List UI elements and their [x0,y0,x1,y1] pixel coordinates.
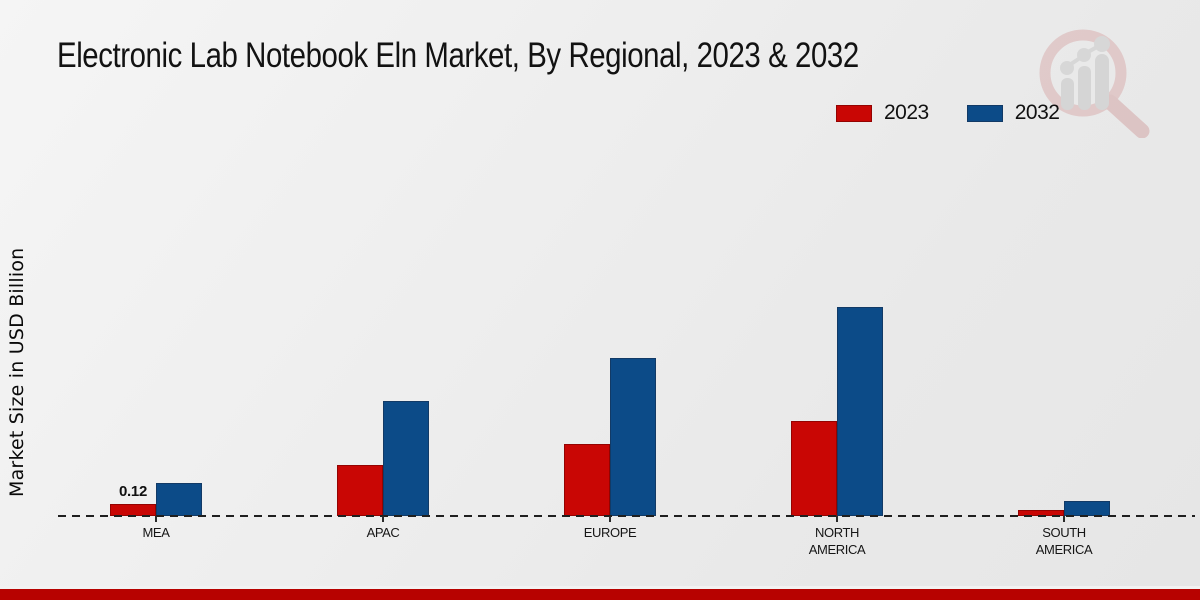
x-axis-label-north-america: NORTH AMERICA [808,525,866,558]
x-axis-label-europe: EUROPE [583,525,637,540]
legend-label-2023: 2023 [884,101,929,124]
y-axis-title: Market Size in USD Billion [6,247,28,497]
market-research-watermark-icon [1030,26,1158,143]
x-axis-tick [609,516,611,522]
legend-swatch-2032 [966,104,1003,122]
legend-item-2023: 2023 [836,101,929,125]
bar-2032-mea [156,483,202,516]
bar-value-label: 0.12 [119,483,147,500]
legend-swatch-2023 [836,104,872,122]
zero-baseline [58,515,1195,517]
bar-2023-apac [337,465,383,516]
x-axis-label-apac: APAC [366,525,400,540]
footer-bar [0,586,1200,600]
legend: 2023 2032 [836,101,1060,125]
x-axis-label-mea: MEA [142,525,170,540]
x-axis-label-south-america: SOUTH AMERICA [1035,525,1093,558]
x-axis-tick [382,516,384,522]
bar-2032-north-america [837,307,883,516]
x-axis-tick [155,516,157,522]
legend-label-2032: 2032 [1014,101,1060,124]
legend-item-2032: 2032 [966,101,1060,125]
bar-2032-europe [610,358,656,516]
bar-2032-apac [383,401,429,516]
bar-2023-north-america [791,421,837,516]
x-axis-tick [1063,516,1065,522]
bar-2023-europe [564,444,610,516]
bar-2032-south-america [1064,501,1110,516]
chart-title: Electronic Lab Notebook Eln Market, By R… [57,36,859,75]
x-axis-tick [836,516,838,522]
